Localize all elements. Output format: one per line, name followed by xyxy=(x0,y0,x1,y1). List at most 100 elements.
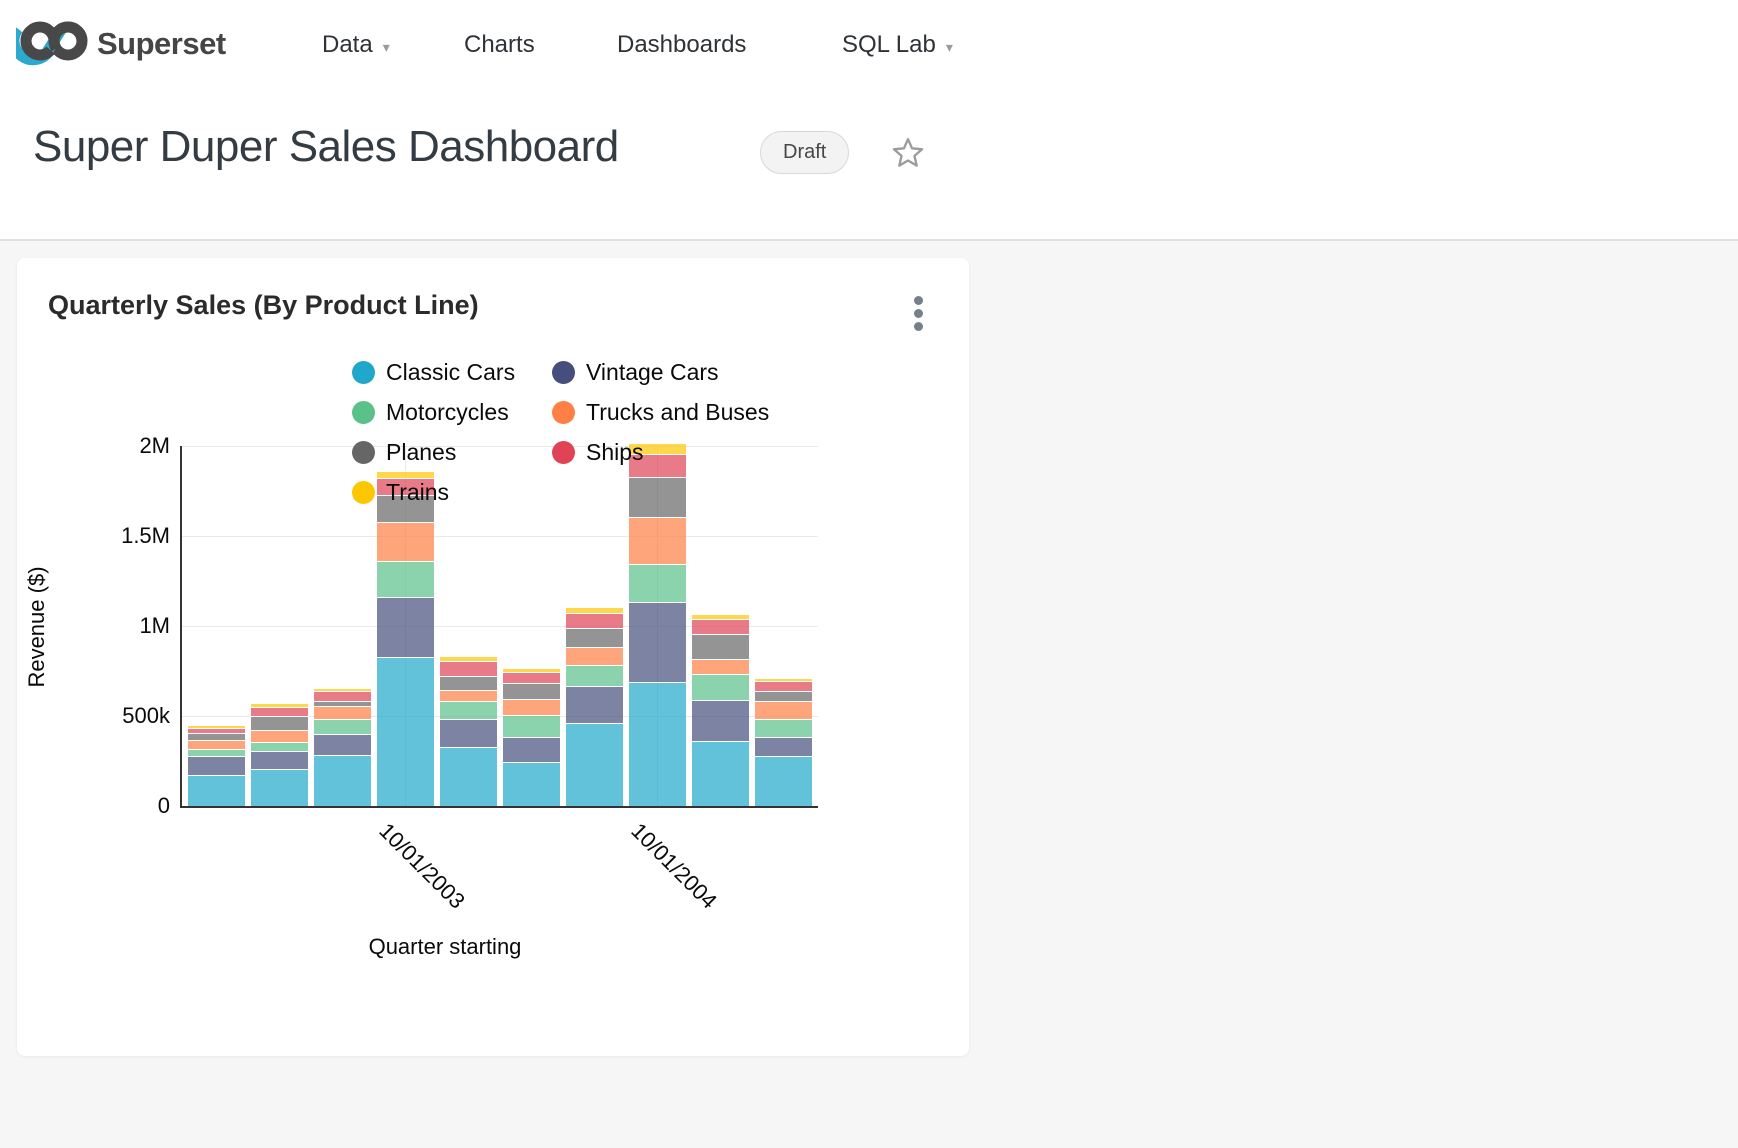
bar-segment-vintage-cars[interactable] xyxy=(566,685,623,724)
bar-segment-vintage-cars[interactable] xyxy=(755,736,812,757)
bar-segment-ships[interactable] xyxy=(566,612,623,628)
bar-segment-trucks-and-buses[interactable] xyxy=(629,516,686,564)
legend-color-dot xyxy=(352,480,375,504)
bar-segment-planes[interactable] xyxy=(629,476,686,517)
bar-segment-ships[interactable] xyxy=(629,453,686,477)
y-tick-label: 0 xyxy=(157,793,170,818)
bar-segment-trucks-and-buses[interactable] xyxy=(251,730,308,742)
bar-segment-ships[interactable] xyxy=(503,671,560,683)
bar-segment-classic-cars[interactable] xyxy=(566,723,623,806)
bar-segment-classic-cars[interactable] xyxy=(440,746,497,806)
chart-menu-button[interactable] xyxy=(906,296,930,344)
legend-label: Vintage Cars xyxy=(586,358,719,385)
bar-segment-trucks-and-buses[interactable] xyxy=(503,699,560,715)
chevron-down-icon: ▾ xyxy=(945,39,953,55)
bar-segment-classic-cars[interactable] xyxy=(251,768,308,806)
bar-segment-trucks-and-buses[interactable] xyxy=(314,705,371,720)
bar-segment-planes[interactable] xyxy=(692,633,749,659)
legend-item-classic-cars[interactable]: Classic Cars xyxy=(352,359,552,386)
bar-segment-trucks-and-buses[interactable] xyxy=(377,521,434,562)
bar-segment-planes[interactable] xyxy=(188,732,245,740)
bar-segment-motorcycles[interactable] xyxy=(188,749,245,757)
nav-item-sql-lab[interactable]: SQL Lab ▾ xyxy=(842,31,953,59)
brand-name[interactable]: Superset xyxy=(97,26,226,61)
bar-segment-vintage-cars[interactable] xyxy=(629,602,686,683)
bar-segment-motorcycles[interactable] xyxy=(314,719,371,735)
bar-segment-vintage-cars[interactable] xyxy=(503,737,560,762)
legend-item-motorcycles[interactable]: Motorcycles xyxy=(352,399,552,426)
bar-segment-classic-cars[interactable] xyxy=(755,756,812,806)
bar-segment-vintage-cars[interactable] xyxy=(314,734,371,755)
bar-segment-classic-cars[interactable] xyxy=(629,682,686,806)
bar-segment-trucks-and-buses[interactable] xyxy=(440,689,497,702)
nav-item-charts[interactable]: Charts xyxy=(464,31,535,59)
bar-segment-trains[interactable] xyxy=(503,667,560,672)
bar-segment-ships[interactable] xyxy=(440,660,497,676)
y-tick-label: 1M xyxy=(139,613,170,638)
bar-segment-motorcycles[interactable] xyxy=(629,563,686,603)
bar-segment-trains[interactable] xyxy=(692,613,749,619)
bar-segment-planes[interactable] xyxy=(755,690,812,702)
bar-segment-motorcycles[interactable] xyxy=(251,741,308,751)
bar-01/01/2005 xyxy=(692,613,749,806)
bar-segment-trucks-and-buses[interactable] xyxy=(755,701,812,719)
bar-segment-ships[interactable] xyxy=(755,680,812,691)
bar-segment-planes[interactable] xyxy=(377,495,434,522)
bar-segment-motorcycles[interactable] xyxy=(377,561,434,598)
y-tick-label: 2M xyxy=(139,433,170,458)
legend-item-trains[interactable]: Trains xyxy=(352,479,552,506)
bar-segment-planes[interactable] xyxy=(440,675,497,690)
bar-segment-trains[interactable] xyxy=(629,443,686,454)
bar-segment-ships[interactable] xyxy=(692,618,749,634)
legend-label: Motorcycles xyxy=(386,398,509,425)
bar-04/01/2004 xyxy=(503,667,560,806)
bar-segment-trains[interactable] xyxy=(440,656,497,661)
bar-segment-vintage-cars[interactable] xyxy=(251,750,308,769)
bar-segment-trains[interactable] xyxy=(566,607,623,613)
legend-label: Trains xyxy=(386,478,450,505)
bar-segment-ships[interactable] xyxy=(377,477,434,496)
bar-segment-ships[interactable] xyxy=(251,706,308,717)
favorite-star-icon[interactable] xyxy=(891,136,925,170)
bar-segment-classic-cars[interactable] xyxy=(377,656,434,806)
bar-segment-trains[interactable] xyxy=(314,687,371,691)
bar-segment-motorcycles[interactable] xyxy=(503,714,560,738)
bar-segment-classic-cars[interactable] xyxy=(503,761,560,806)
bar-segment-motorcycles[interactable] xyxy=(566,664,623,686)
draft-status-badge: Draft xyxy=(760,131,850,174)
bar-10/01/2003 xyxy=(377,470,434,806)
bar-segment-trucks-and-buses[interactable] xyxy=(566,647,623,665)
legend-item-vintage-cars[interactable]: Vintage Cars xyxy=(552,359,769,386)
bar-segment-motorcycles[interactable] xyxy=(440,701,497,719)
bar-segment-planes[interactable] xyxy=(314,700,371,706)
bar-segment-trains[interactable] xyxy=(188,724,245,728)
y-gridline xyxy=(182,625,818,627)
nav-item-dashboards[interactable]: Dashboards xyxy=(617,31,746,59)
bar-segment-planes[interactable] xyxy=(503,682,560,700)
bar-segment-vintage-cars[interactable] xyxy=(440,718,497,747)
legend-color-dot xyxy=(552,440,575,464)
bar-segment-trucks-and-buses[interactable] xyxy=(188,739,245,750)
legend-item-trucks-and-buses[interactable]: Trucks and Buses xyxy=(552,399,769,426)
nav-item-data[interactable]: Data ▾ xyxy=(322,31,390,59)
bar-segment-trains[interactable] xyxy=(755,677,812,681)
bar-segment-vintage-cars[interactable] xyxy=(377,597,434,657)
bar-segment-planes[interactable] xyxy=(566,627,623,648)
bar-segment-classic-cars[interactable] xyxy=(314,754,371,806)
bar-segment-motorcycles[interactable] xyxy=(692,674,749,701)
bar-segment-ships[interactable] xyxy=(188,727,245,733)
x-axis-title: Quarter starting xyxy=(368,934,522,959)
bar-segment-motorcycles[interactable] xyxy=(755,718,812,737)
bar-segment-vintage-cars[interactable] xyxy=(188,756,245,776)
legend-item-ships[interactable]: Ships xyxy=(552,439,769,466)
bar-segment-trucks-and-buses[interactable] xyxy=(692,658,749,675)
bar-segment-vintage-cars[interactable] xyxy=(692,700,749,741)
nav-item-charts-label: Charts xyxy=(464,31,535,58)
legend-item-planes[interactable]: Planes xyxy=(352,439,552,466)
bar-segment-classic-cars[interactable] xyxy=(692,740,749,806)
bar-segment-planes[interactable] xyxy=(251,716,308,731)
bar-segment-trains[interactable] xyxy=(377,470,434,478)
bar-segment-classic-cars[interactable] xyxy=(188,775,245,806)
bar-segment-trains[interactable] xyxy=(251,703,308,707)
bar-segment-ships[interactable] xyxy=(314,690,371,701)
